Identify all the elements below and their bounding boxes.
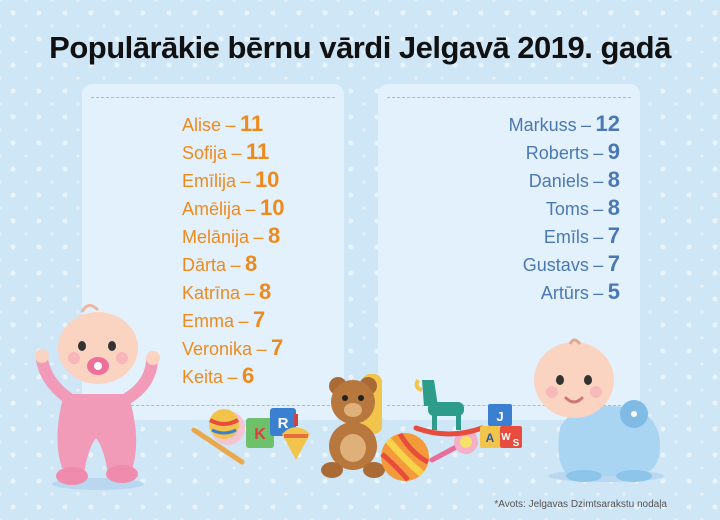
boys-count: 12 — [595, 111, 620, 136]
name-count-separator: – — [593, 143, 604, 163]
girls-name: Veronika — [182, 339, 253, 359]
girls-name: Keita — [182, 367, 224, 387]
name-count-separator: – — [240, 171, 251, 191]
baby-girl-icon — [35, 304, 160, 490]
name-count-separator: – — [256, 339, 267, 359]
name-count-separator: – — [593, 227, 604, 247]
boys-count: 7 — [607, 223, 620, 248]
boys-name: Emīls — [543, 227, 589, 247]
boys-name: Markuss — [508, 115, 577, 135]
girls-name-row: Dārta – 8 — [182, 250, 284, 278]
boys-count: 9 — [607, 139, 620, 164]
toy-ring-rattle-icon — [429, 430, 478, 463]
toy-ball-icon — [209, 409, 239, 439]
girls-count: 11 — [245, 139, 270, 164]
name-count-separator: – — [593, 199, 604, 219]
source-note: *Avots: Jelgavas Dzimtsarakstu nodaļa — [494, 499, 667, 510]
boys-name-row: Emīls – 7 — [509, 222, 620, 250]
block-letter-w: W — [501, 432, 511, 443]
girls-name: Katrīna — [182, 283, 241, 303]
girls-panel-dashed-frame — [91, 97, 335, 406]
boys-count: 7 — [607, 251, 620, 276]
name-count-separator: – — [245, 199, 256, 219]
block-letter-s: S — [513, 438, 520, 449]
boys-name-row: Daniels – 8 — [509, 166, 620, 194]
girls-name-row: Emīlija – 10 — [182, 166, 284, 194]
boys-name-row: Artūrs – 5 — [509, 278, 620, 306]
girls-count: 8 — [258, 279, 272, 304]
girls-name: Sofija — [182, 143, 228, 163]
block-letter-r: R — [278, 415, 289, 432]
name-count-separator: – — [593, 283, 604, 303]
block-letter-a: A — [486, 431, 495, 445]
girls-name: Amēlija — [182, 199, 242, 219]
girls-count: 7 — [252, 307, 266, 332]
name-count-separator: – — [231, 143, 242, 163]
name-count-separator: – — [593, 171, 604, 191]
boys-name: Artūrs — [540, 283, 589, 303]
boys-name-row: Gustavs – 7 — [509, 250, 620, 278]
girls-count: 7 — [270, 335, 284, 360]
boys-count: 8 — [607, 195, 620, 220]
striped-ball-icon — [380, 432, 430, 482]
boys-name: Daniels — [528, 171, 589, 191]
girls-name: Emma — [182, 311, 235, 331]
girls-name: Emīlija — [182, 171, 237, 191]
name-count-separator: – — [238, 311, 249, 331]
boys-name: Roberts — [525, 143, 589, 163]
girls-count: 10 — [259, 195, 285, 220]
girls-name: Melānija — [182, 227, 250, 247]
girls-names-list: Alise – 11 Sofija – 11 Emīlija – 10 Amēlija… — [182, 110, 284, 390]
boys-name: Toms — [545, 199, 589, 219]
girls-name-row: Alise – 11 — [182, 110, 284, 138]
girls-name-row: Veronika – 7 — [182, 334, 284, 362]
girls-count: 8 — [267, 223, 281, 248]
baby-boy-icon — [534, 338, 664, 482]
girls-name: Alise — [182, 115, 222, 135]
page-title: Populārākie bērnu vārdi Jelgavā 2019. ga… — [49, 30, 671, 65]
girls-name: Dārta — [182, 255, 227, 275]
name-count-separator: – — [227, 367, 238, 387]
girls-count: 6 — [241, 363, 255, 388]
spinning-top-icon — [282, 414, 310, 460]
name-count-separator: – — [581, 115, 592, 135]
letter-block-icon-jaws: J A W S — [480, 404, 522, 449]
boys-name-row: Markuss – 12 — [509, 110, 620, 138]
name-count-separator: – — [593, 255, 604, 275]
name-count-separator: – — [253, 227, 264, 247]
boys-names-list: Markuss – 12 Roberts – 9 Daniels – 8 Toms –… — [509, 110, 620, 306]
girls-name-row: Emma – 7 — [182, 306, 284, 334]
boys-count: 5 — [607, 279, 620, 304]
name-count-separator: – — [230, 255, 241, 275]
girls-count: 8 — [244, 251, 258, 276]
name-count-separator: – — [225, 115, 236, 135]
girls-name-row: Sofija – 11 — [182, 138, 284, 166]
girls-count: 11 — [239, 111, 264, 136]
boys-count: 8 — [607, 167, 620, 192]
boys-name: Gustavs — [522, 255, 589, 275]
girls-name-row: Katrīna – 8 — [182, 278, 284, 306]
name-count-separator: – — [244, 283, 255, 303]
boys-name-row: Roberts – 9 — [509, 138, 620, 166]
block-letter-k: K — [254, 426, 266, 443]
rocking-horse-icon — [413, 379, 485, 437]
block-letter-j: J — [496, 409, 503, 424]
boys-name-row: Toms – 8 — [509, 194, 620, 222]
teddy-bear-icon — [321, 374, 385, 478]
girls-name-row: Keita – 6 — [182, 362, 284, 390]
girls-count: 10 — [254, 167, 280, 192]
girls-name-row: Amēlija – 10 — [182, 194, 284, 222]
girls-name-row: Melānija – 8 — [182, 222, 284, 250]
